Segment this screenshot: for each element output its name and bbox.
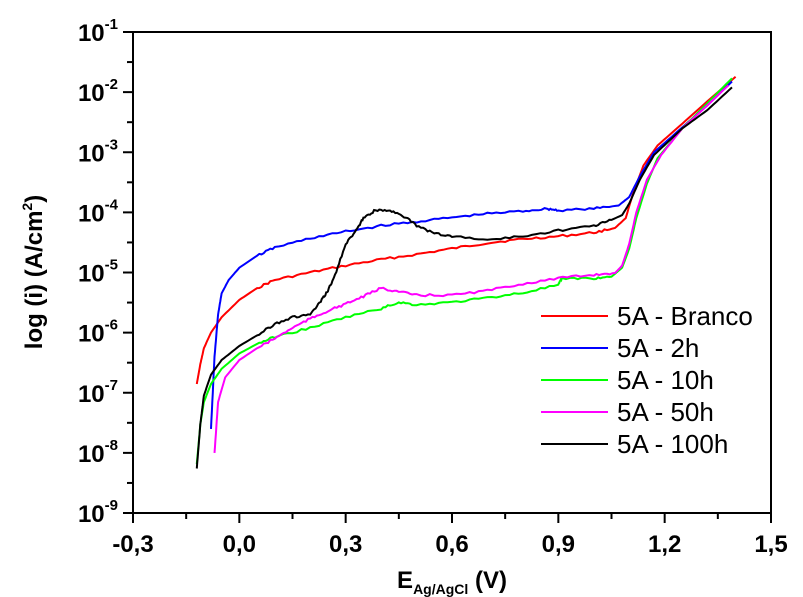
y-axis-title: log (i) (A/cm2): [19, 195, 48, 349]
series-line-3: [195, 77, 733, 465]
y-tick-label: 10-9: [78, 497, 118, 528]
y-tick-label: 10-5: [78, 257, 118, 288]
ticks-layer: -0,3 0,0 0,3 0,6 0,9 1,2 1,5 10-1 10-2 10-3 10-4 10…: [78, 16, 788, 558]
y-tick-label: 10-4: [78, 196, 119, 227]
series-layer: [195, 76, 737, 469]
y-tick-label: 10-3: [78, 136, 118, 167]
x-tick-label: 0,3: [329, 531, 362, 558]
series-line-2: [210, 80, 733, 429]
y-tick-label: 10-8: [78, 437, 118, 468]
legend-label: 5A - 50h: [617, 397, 714, 427]
legend-label: 5A - 2h: [617, 333, 699, 363]
series-line-4: [213, 84, 730, 453]
x-tick-label: 1,5: [754, 531, 787, 558]
x-tick-label: 0,9: [542, 531, 575, 558]
legend-label: 5A - Branco: [617, 301, 753, 331]
x-axis-title: EAg/AgCl (V): [397, 567, 507, 597]
x-tick-label: 1,2: [648, 531, 681, 558]
y-tick-label: 10-7: [78, 377, 118, 408]
y-tick-label: 10-2: [78, 76, 118, 107]
series-line-5: [195, 86, 733, 469]
y-tick-label: 10-6: [78, 317, 118, 348]
x-tick-label: 0,0: [223, 531, 256, 558]
legend-label: 5A - 10h: [617, 365, 714, 395]
x-tick-label: -0,3: [112, 531, 153, 558]
y-tick-label: 10-1: [78, 16, 118, 47]
series-line-1: [195, 76, 737, 385]
x-tick-label: 0,6: [435, 531, 468, 558]
legend-label: 5A - 100h: [617, 429, 728, 459]
